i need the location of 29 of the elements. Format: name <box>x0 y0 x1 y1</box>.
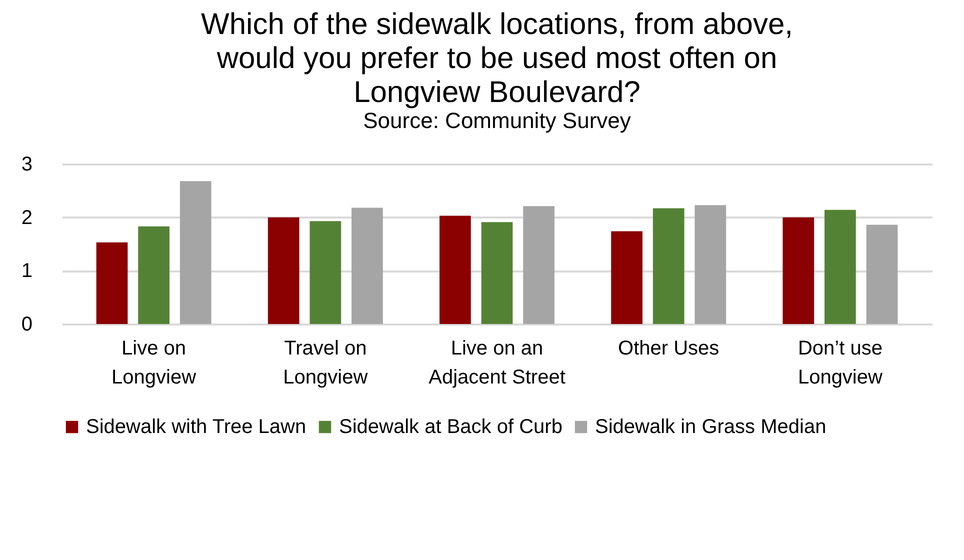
bar <box>268 217 300 324</box>
chart-subtitle: Source: Community Survey <box>363 108 631 133</box>
bar <box>352 208 383 324</box>
bar <box>694 205 726 324</box>
x-tick-label: Live on Longview <box>112 338 197 388</box>
bar <box>180 181 212 324</box>
x-tick-label: Other Uses <box>618 338 720 360</box>
bar <box>523 206 554 324</box>
bar <box>652 208 684 324</box>
bar <box>310 221 342 324</box>
bar <box>481 222 513 324</box>
bar <box>138 226 170 324</box>
x-tick-label: Travel on Longview <box>283 338 368 388</box>
bar <box>824 210 856 324</box>
chart-title: Which of the sidewalk locations, from above, would you prefer to be used most often on Longview Boulevard? <box>201 8 793 109</box>
y-tick-label: 2 <box>21 206 32 229</box>
y-tick-label: 3 <box>21 154 32 176</box>
bar <box>440 216 471 324</box>
x-tick-label: Don’t use Longview <box>798 338 883 388</box>
legend-label: Sidewalk in Grass Median <box>595 416 826 438</box>
bar <box>782 217 814 324</box>
bar <box>866 224 898 324</box>
bar <box>611 231 642 324</box>
bar <box>96 242 128 324</box>
y-tick-label: 1 <box>21 260 32 282</box>
legend-label: Sidewalk with Tree Lawn <box>86 416 306 438</box>
legend-label: Sidewalk at Back of Curb <box>339 416 562 438</box>
x-tick-label: Live on an Adjacent Street <box>428 338 566 388</box>
y-tick-label: 0 <box>21 314 32 336</box>
